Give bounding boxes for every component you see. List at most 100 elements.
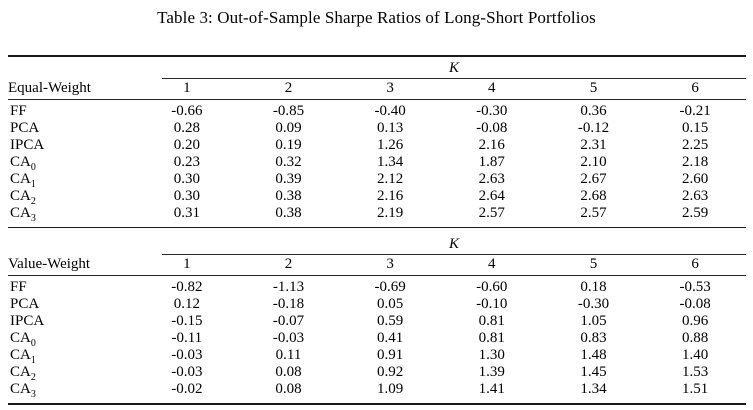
row-label-subscript: 0 — [30, 162, 36, 173]
value-cell: 2.60 — [682, 171, 709, 187]
value-cell: 1.34 — [377, 154, 404, 170]
value-cell: -0.69 — [374, 279, 406, 295]
column-header: 5 — [542, 255, 645, 276]
row-label-text: CA — [10, 154, 31, 170]
value-cell: -0.03 — [171, 364, 203, 380]
row-label-text: FF — [10, 103, 27, 119]
row-label-text: PCA — [10, 120, 40, 136]
row-label-subscript: 3 — [30, 389, 36, 400]
value-cell: 0.83 — [580, 330, 607, 346]
table-row: FF -0.66 -0.85 -0.40 -0.30 0.36 -0.21 — [8, 100, 746, 121]
value-cell: 0.39 — [275, 171, 302, 187]
row-label-subscript: 1 — [30, 355, 36, 366]
equal-weight-body: FF -0.66 -0.85 -0.40 -0.30 0.36 -0.21 PCA 0.28 0.… — [8, 100, 746, 228]
k-spanner-cell: K — [136, 56, 746, 79]
row-label: CA3 — [8, 381, 136, 404]
value-cell: 0.18 — [580, 279, 607, 295]
column-header: 1 — [136, 255, 238, 276]
row-label: CA0 — [8, 154, 136, 173]
value-cell: 2.59 — [682, 205, 709, 221]
table-title: Table 3: Out-of-Sample Sharpe Ratios of … — [157, 8, 596, 27]
value-cell: -0.03 — [171, 347, 203, 363]
panel-name: Equal-Weight — [8, 79, 136, 100]
value-cell: 1.09 — [377, 381, 404, 397]
value-cell: 1.39 — [478, 364, 505, 380]
value-cell: 0.81 — [478, 313, 505, 329]
value-cell: -0.40 — [374, 103, 406, 119]
row-label: FF — [8, 100, 136, 121]
value-cell: 0.31 — [173, 205, 200, 221]
value-cell: 2.16 — [478, 137, 505, 153]
value-cell: 2.31 — [580, 137, 607, 153]
value-cell: -0.66 — [171, 103, 203, 119]
k-spanner-rule: K — [162, 233, 746, 255]
row-label-text: CA — [10, 205, 31, 221]
row-label: CA1 — [8, 347, 136, 366]
row-label-text: CA — [10, 364, 31, 380]
value-cell: 1.34 — [580, 381, 607, 397]
value-cell: 0.12 — [173, 296, 200, 312]
value-weight-panel: K Value-Weight 1 2 3 4 5 6 FF -0.82 -1.13-… — [8, 228, 746, 405]
value-cell: 2.64 — [478, 188, 505, 204]
row-label-subscript: 1 — [30, 179, 36, 190]
value-cell: 1.48 — [580, 347, 607, 363]
row-label: IPCA — [8, 313, 136, 330]
value-cell: 0.30 — [173, 171, 200, 187]
value-cell: 0.08 — [275, 364, 302, 380]
row-label: FF — [8, 276, 136, 297]
value-cell: 2.63 — [478, 171, 505, 187]
row-label-text: CA — [10, 330, 31, 346]
value-cell: 1.05 — [580, 313, 607, 329]
value-cell: 0.59 — [377, 313, 404, 329]
value-cell: 0.09 — [275, 120, 302, 136]
value-cell: 0.20 — [173, 137, 200, 153]
column-header-row: Equal-Weight 1 2 3 4 5 6 — [8, 79, 746, 100]
table-row: PCA 0.28 0.09 0.13 -0.08 -0.12 0.15 — [8, 120, 746, 137]
row-label-text: PCA — [10, 296, 40, 312]
value-cell: 2.12 — [377, 171, 404, 187]
value-cell: 0.38 — [275, 188, 302, 204]
spanner-spacer — [8, 56, 136, 79]
column-header: 6 — [644, 79, 746, 100]
row-label: IPCA — [8, 137, 136, 154]
value-cell: -0.10 — [476, 296, 508, 312]
spanner-spacer — [8, 228, 136, 255]
row-label-subscript: 0 — [30, 338, 36, 349]
column-header: 6 — [644, 255, 746, 276]
value-cell: 1.53 — [682, 364, 709, 380]
row-label-text: CA — [10, 188, 31, 204]
column-header: 2 — [237, 255, 340, 276]
value-cell: 0.13 — [377, 120, 404, 136]
value-cell: 0.41 — [377, 330, 404, 346]
table-row: CA1 0.30 0.39 2.12 2.63 2.67 2.60 — [8, 171, 746, 190]
table-row: CA2 0.30 0.38 2.16 2.64 2.68 2.63 — [8, 188, 746, 207]
row-label-subscript: 2 — [30, 196, 36, 207]
value-cell: 0.88 — [682, 330, 709, 346]
value-cell: -0.12 — [577, 120, 610, 136]
row-label-text: CA — [10, 381, 31, 397]
k-label: K — [448, 60, 459, 76]
value-cell: 2.57 — [580, 205, 607, 221]
k-spanner-rule: K — [162, 57, 746, 79]
value-cell: -0.53 — [679, 279, 711, 295]
value-cell: 0.96 — [682, 313, 709, 329]
value-cell: -0.30 — [476, 103, 508, 119]
value-cell: 0.91 — [377, 347, 404, 363]
value-cell: -0.11 — [171, 330, 203, 346]
value-cell: 2.68 — [580, 188, 607, 204]
panel-name: Value-Weight — [8, 255, 136, 276]
row-label-subscript: 2 — [30, 372, 36, 383]
value-cell: 0.15 — [682, 120, 709, 136]
value-cell: 1.26 — [377, 137, 404, 153]
row-label-text: CA — [10, 171, 31, 187]
value-cell: -0.08 — [679, 296, 711, 312]
k-spanner-row: K — [8, 56, 746, 79]
value-cell: -0.82 — [171, 279, 203, 295]
value-cell: -0.03 — [272, 330, 305, 346]
value-cell: -1.13 — [272, 279, 305, 295]
column-header: 4 — [440, 79, 543, 100]
table-row: CA0 0.23 0.32 1.34 1.87 2.10 2.18 — [8, 154, 746, 173]
table-row: FF -0.82 -1.13 -0.69 -0.60 0.18 -0.53 — [8, 276, 746, 297]
column-header: 2 — [237, 79, 340, 100]
